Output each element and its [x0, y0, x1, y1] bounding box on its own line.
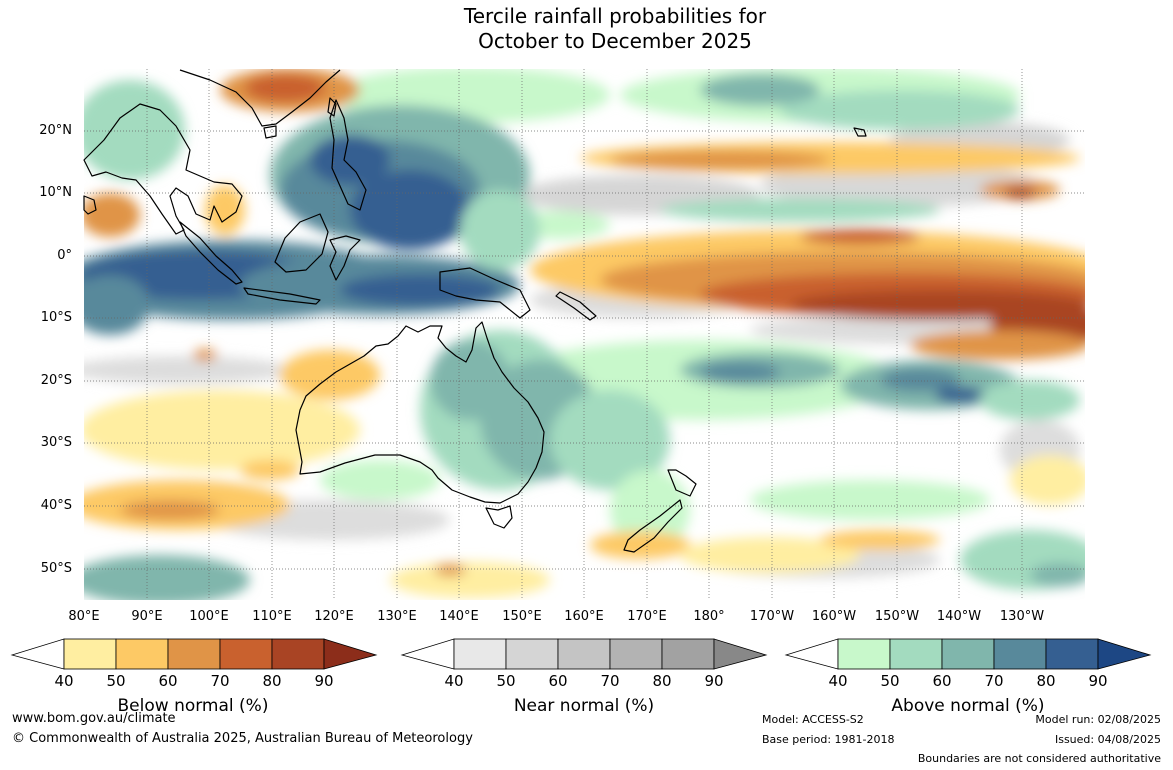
gridlines: [84, 69, 1085, 600]
lat-label-30s: 30°S: [40, 435, 72, 450]
lon-label-160e: 160°E: [564, 609, 604, 624]
cbar-near-tick-90: 90: [704, 672, 724, 690]
cbar-below-tick-70: 70: [210, 672, 230, 690]
lon-label-140e: 140°E: [439, 609, 479, 624]
cbar-below-tick-90: 90: [314, 672, 334, 690]
colorbar-below-bin-40-50: [63, 638, 117, 670]
colorbar-below-overflow: [323, 638, 378, 670]
colorbar-near-overflow: [713, 638, 768, 670]
hainan-coastline: [263, 125, 277, 139]
colorbar-above-underflow: [784, 638, 839, 670]
rainfall-probability-map: [83, 69, 1085, 600]
map-title: Tercile rainfall probabilities for Octob…: [0, 4, 1173, 54]
colorbar-above-bin-60-70: [941, 638, 995, 670]
colorbar-below-bin-80-90: [271, 638, 325, 670]
colorbar-near-normal: [400, 638, 768, 670]
probability-field: [84, 69, 1085, 600]
footer-disclaimer: Boundaries are not considered authoritat…: [917, 752, 1161, 765]
colorbar-below-normal: [10, 638, 378, 670]
lon-label-150w: 150°W: [874, 609, 920, 624]
borneo-coastline: [274, 213, 329, 273]
cbar-above-tick-90: 90: [1088, 672, 1108, 690]
footer-base-period: Base period: 1981-2018: [762, 733, 895, 746]
tasmania-coastline: [485, 505, 513, 529]
lat-label-10n: 10°N: [39, 185, 72, 200]
lon-label-180: 180°: [693, 609, 725, 624]
colorbar-near-bin-80-90: [661, 638, 715, 670]
colorbar-above-bin-40-50: [837, 638, 891, 670]
colorbar-below-bin-60-70: [167, 638, 221, 670]
map-title-line1: Tercile rainfall probabilities for: [463, 4, 767, 28]
taiwan-coastline: [327, 97, 337, 117]
solomon-islands-coastline: [555, 291, 597, 321]
lon-label-170w: 170°W: [749, 609, 795, 624]
lon-label-80e: 80°E: [68, 609, 100, 624]
sumatra-java-coastline: [179, 221, 321, 305]
sri-lanka-coastline: [83, 195, 97, 215]
footer-copyright: © Commonwealth of Australia 2025, Austra…: [12, 731, 473, 746]
colorbar-near-bin-40-50: [453, 638, 507, 670]
cbar-near-tick-70: 70: [600, 672, 620, 690]
cbar-above-title: Above normal (%): [891, 696, 1045, 716]
probability-shading: [84, 69, 1085, 600]
southeast-asia-coastline: [83, 103, 243, 235]
sulawesi-coastline: [329, 235, 361, 281]
footer-issued: Issued: 04/08/2025: [1054, 733, 1161, 746]
new-zealand-coastline: [623, 469, 697, 553]
cbar-near-title: Near normal (%): [513, 696, 655, 716]
cbar-above-tick-60: 60: [932, 672, 952, 690]
colorbar-above-bin-50-60: [889, 638, 943, 670]
cbar-above-tick-80: 80: [1036, 672, 1056, 690]
new-guinea-coastline: [439, 267, 531, 319]
colorbar-above-overflow: [1097, 638, 1152, 670]
colorbar-below-bin-50-60: [115, 638, 169, 670]
colorbar-above-bin-80-90: [1045, 638, 1099, 670]
colorbar-near-bin-50-60: [505, 638, 559, 670]
cbar-below-tick-80: 80: [262, 672, 282, 690]
lat-label-0: 0°: [57, 248, 72, 263]
colorbar-above-bin-70-80: [993, 638, 1047, 670]
cbar-near-tick-80: 80: [652, 672, 672, 690]
colorbar-above-normal: [784, 638, 1152, 670]
map-title-line2: October to December 2025: [478, 29, 752, 53]
footer-model: Model: ACCESS-S2: [762, 713, 864, 726]
coastlines: [83, 69, 867, 553]
lon-label-130w: 130°W: [999, 609, 1045, 624]
colorbar-near-bin-60-70: [557, 638, 611, 670]
lat-label-20n: 20°N: [39, 123, 72, 138]
cbar-below-tick-40: 40: [54, 672, 74, 690]
lat-label-20s: 20°S: [40, 373, 72, 388]
cbar-below-title: Below normal (%): [117, 696, 269, 716]
cbar-above-tick-70: 70: [984, 672, 1004, 690]
lat-label-10s: 10°S: [40, 310, 72, 325]
cbar-near-tick-50: 50: [496, 672, 516, 690]
cbar-above-tick-50: 50: [880, 672, 900, 690]
colorbar-below-bin-70-80: [219, 638, 273, 670]
footer-model-run: Model run: 02/08/2025: [1035, 713, 1161, 726]
cbar-above-tick-40: 40: [828, 672, 848, 690]
footer-url[interactable]: www.bom.gov.au/climate: [12, 711, 176, 726]
lat-label-40s: 40°S: [40, 498, 72, 513]
colorbar-near-bin-70-80: [609, 638, 663, 670]
lat-label-50s: 50°S: [40, 561, 72, 576]
australia-coastline: [295, 321, 545, 504]
cbar-below-tick-60: 60: [158, 672, 178, 690]
china-coastline: [179, 69, 341, 127]
lon-label-90e: 90°E: [131, 609, 163, 624]
lon-label-140w: 140°W: [936, 609, 982, 624]
lon-label-130e: 130°E: [377, 609, 417, 624]
hawaii-coastline: [853, 127, 867, 137]
lon-label-150e: 150°E: [502, 609, 542, 624]
philippines-coastline: [329, 99, 367, 211]
colorbar-below-underflow: [10, 638, 65, 670]
cbar-near-tick-40: 40: [444, 672, 464, 690]
colorbar-near-underflow: [400, 638, 455, 670]
lon-label-170e: 170°E: [627, 609, 667, 624]
lon-label-160w: 160°W: [811, 609, 857, 624]
cbar-below-tick-50: 50: [106, 672, 126, 690]
cbar-near-tick-60: 60: [548, 672, 568, 690]
lon-label-100e: 100°E: [189, 609, 229, 624]
lon-label-110e: 110°E: [252, 609, 292, 624]
lon-label-120e: 120°E: [314, 609, 354, 624]
